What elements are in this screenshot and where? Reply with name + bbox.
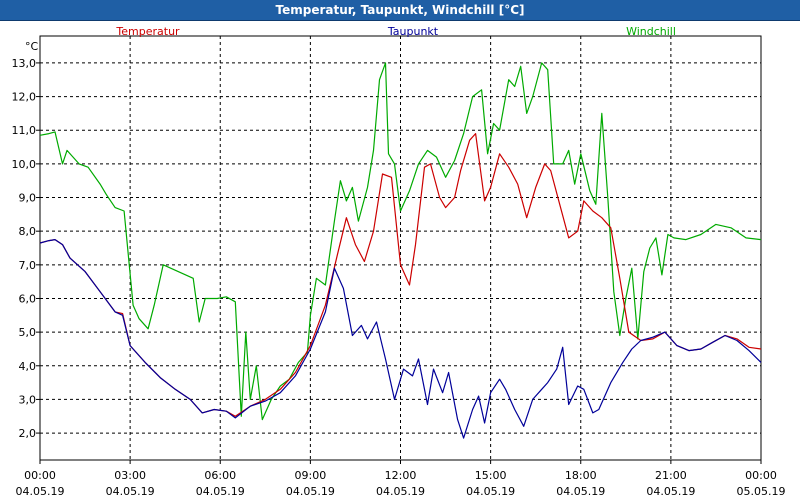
legend-item-windchill: Windchill [626,25,676,38]
x-tick-date-label: 05.05.19 [737,485,786,498]
x-tick-time-label: 00:00 [745,469,777,482]
x-tick-time-label: 18:00 [565,469,597,482]
y-tick-label: 3,0 [19,393,37,406]
x-tick-time-label: 12:00 [385,469,417,482]
x-tick-time-label: 21:00 [655,469,687,482]
y-tick-label: 11,0 [12,124,37,137]
series-line-taupunkt [39,239,762,439]
x-tick-date-label: 04.05.19 [196,485,245,498]
legend: Temperatur Taupunkt Windchill [115,25,676,38]
y-tick-label: 9,0 [19,192,37,205]
y-axis-ticks: 2,0 3,0 4,0 5,0 6,0 7,0 8,0 9,0 10,0 11,0 12,0 13,0 [12,57,40,440]
y-tick-label: 7,0 [19,259,37,272]
legend-item-taupunkt: Taupunkt [387,25,439,38]
grid-lines [40,36,761,460]
x-tick-date-label: 04.05.19 [646,485,695,498]
x-tick-date-label: 04.05.19 [286,485,335,498]
chart-title: Temperatur, Taupunkt, Windchill [°C] [275,3,525,17]
y-tick-label: 8,0 [19,225,37,238]
x-tick-date-label: 04.05.19 [106,485,155,498]
y-tick-label: 12,0 [12,91,37,104]
x-tick-time-label: 06:00 [204,469,236,482]
series-line-windchill [39,62,762,421]
y-unit-label: °C [25,40,39,53]
y-tick-label: 13,0 [12,57,37,70]
x-tick-time-label: 09:00 [295,469,327,482]
y-tick-label: 4,0 [19,360,37,373]
legend-item-temperatur: Temperatur [115,25,180,38]
y-tick-label: 2,0 [19,427,37,440]
y-tick-label: 10,0 [12,158,37,171]
x-tick-date-label: 04.05.19 [376,485,425,498]
x-axis-ticks: 00:00 04.05.19 03:00 04.05.19 06:00 04.05.19 0… [16,460,786,498]
series-lines [39,62,762,439]
chart-area: °C 2,0 3,0 4,0 5,0 6,0 7,0 8,0 9,0 10,0 11,0 12,0 1… [12,25,786,498]
x-tick-time-label: 00:00 [24,469,56,482]
x-tick-date-label: 04.05.19 [466,485,515,498]
y-tick-label: 6,0 [19,292,37,305]
x-tick-time-label: 15:00 [475,469,507,482]
x-tick-date-label: 04.05.19 [16,485,65,498]
x-tick-date-label: 04.05.19 [556,485,605,498]
chart-title-bar: Temperatur, Taupunkt, Windchill [°C] [0,0,800,21]
y-tick-label: 5,0 [19,326,37,339]
x-tick-time-label: 03:00 [114,469,146,482]
